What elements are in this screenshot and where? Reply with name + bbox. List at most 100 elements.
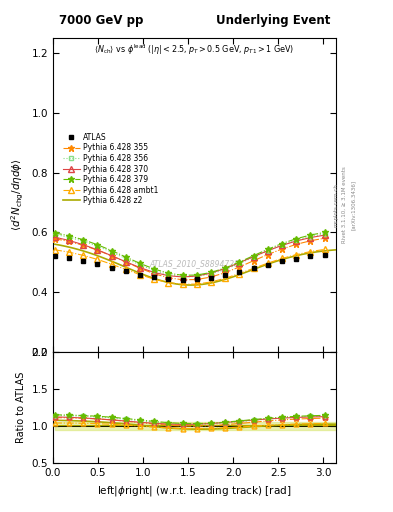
Pythia 6.428 356	[152, 267, 157, 273]
Pythia 6.428 370	[294, 238, 299, 244]
Pythia 6.428 355	[209, 274, 213, 280]
Pythia 6.428 379	[322, 229, 327, 236]
Pythia 6.428 ambt1	[180, 281, 185, 287]
Pythia 6.428 370	[180, 274, 185, 280]
ATLAS	[138, 271, 142, 278]
Pythia 6.428 ambt1	[280, 255, 285, 262]
Line: Pythia 6.428 z2: Pythia 6.428 z2	[55, 244, 336, 285]
Pythia 6.428 356	[280, 242, 285, 248]
Pythia 6.428 ambt1	[53, 247, 57, 253]
Pythia 6.428 ambt1	[95, 257, 100, 263]
Line: Pythia 6.428 370: Pythia 6.428 370	[52, 232, 327, 280]
Pythia 6.428 z2	[322, 248, 327, 254]
Pythia 6.428 356	[95, 243, 100, 249]
Line: Pythia 6.428 355: Pythia 6.428 355	[51, 234, 328, 283]
Pythia 6.428 355	[223, 269, 228, 275]
Pythia 6.428 z2	[334, 247, 338, 253]
Pythia 6.428 370	[95, 247, 100, 253]
Text: 7000 GeV pp: 7000 GeV pp	[59, 14, 143, 28]
Pythia 6.428 356	[53, 231, 57, 238]
ATLAS	[166, 276, 171, 282]
Pythia 6.428 356	[223, 266, 228, 272]
Pythia 6.428 355	[81, 242, 86, 248]
Pythia 6.428 370	[209, 270, 213, 276]
Text: $\langle N_{\rm ch}\rangle$ vs $\phi^{\rm lead}$ ($|\eta| < 2.5, p_T > 0.5$ GeV,: $\langle N_{\rm ch}\rangle$ vs $\phi^{\r…	[94, 43, 295, 57]
Pythia 6.428 ambt1	[195, 281, 199, 287]
Pythia 6.428 355	[294, 241, 299, 247]
Pythia 6.428 ambt1	[138, 271, 142, 278]
Pythia 6.428 355	[322, 235, 327, 241]
Pythia 6.428 356	[166, 272, 171, 278]
Pythia 6.428 379	[195, 272, 199, 278]
ATLAS	[67, 255, 72, 262]
Pythia 6.428 ambt1	[109, 261, 114, 267]
Pythia 6.428 355	[237, 264, 242, 270]
Pythia 6.428 ambt1	[308, 248, 313, 254]
Pythia 6.428 379	[53, 230, 57, 236]
Text: Underlying Event: Underlying Event	[216, 14, 331, 28]
Pythia 6.428 379	[95, 242, 100, 248]
Pythia 6.428 355	[166, 274, 171, 281]
Line: Pythia 6.428 ambt1: Pythia 6.428 ambt1	[52, 247, 327, 287]
Pythia 6.428 370	[308, 234, 313, 241]
Pythia 6.428 355	[195, 276, 199, 283]
Pythia 6.428 355	[138, 265, 142, 271]
Pythia 6.428 ambt1	[67, 249, 72, 255]
Pythia 6.428 370	[280, 242, 285, 248]
Pythia 6.428 ambt1	[209, 279, 213, 285]
Pythia 6.428 z2	[53, 241, 57, 247]
Pythia 6.428 370	[223, 265, 228, 271]
Pythia 6.428 370	[67, 238, 72, 244]
Pythia 6.428 379	[280, 241, 285, 247]
Legend: ATLAS, Pythia 6.428 355, Pythia 6.428 356, Pythia 6.428 370, Pythia 6.428 379, P: ATLAS, Pythia 6.428 355, Pythia 6.428 35…	[60, 130, 162, 208]
Pythia 6.428 ambt1	[123, 266, 128, 272]
Pythia 6.428 356	[209, 271, 213, 277]
Pythia 6.428 370	[237, 260, 242, 266]
ATLAS	[294, 255, 299, 262]
Pythia 6.428 ambt1	[81, 252, 86, 259]
ATLAS	[195, 276, 199, 283]
Pythia 6.428 ambt1	[294, 251, 299, 258]
Pythia 6.428 355	[53, 236, 57, 242]
Pythia 6.428 355	[67, 239, 72, 245]
Pythia 6.428 379	[138, 261, 142, 267]
Pythia 6.428 379	[109, 247, 114, 253]
Pythia 6.428 379	[180, 272, 185, 279]
Pythia 6.428 356	[237, 261, 242, 267]
ATLAS	[109, 265, 114, 271]
Pythia 6.428 355	[180, 276, 185, 283]
Pythia 6.428 370	[251, 253, 256, 260]
ATLAS	[280, 259, 285, 265]
Pythia 6.428 356	[251, 254, 256, 260]
Pythia 6.428 370	[195, 273, 199, 279]
ATLAS	[53, 253, 57, 259]
ATLAS	[95, 261, 100, 267]
Y-axis label: Ratio to ATLAS: Ratio to ATLAS	[16, 372, 26, 443]
Pythia 6.428 355	[266, 251, 270, 258]
Pythia 6.428 ambt1	[237, 270, 242, 276]
Pythia 6.428 355	[280, 246, 285, 252]
Line: ATLAS: ATLAS	[52, 252, 327, 283]
Pythia 6.428 355	[95, 247, 100, 253]
Pythia 6.428 379	[152, 266, 157, 272]
Pythia 6.428 370	[81, 242, 86, 248]
Pythia 6.428 356	[195, 273, 199, 280]
Pythia 6.428 370	[123, 259, 128, 265]
Pythia 6.428 370	[53, 234, 57, 240]
Pythia 6.428 370	[152, 269, 157, 275]
ATLAS	[81, 258, 86, 264]
Pythia 6.428 z2	[189, 282, 193, 288]
Pythia 6.428 355	[308, 238, 313, 244]
Pythia 6.428 z2	[200, 281, 205, 287]
Line: Pythia 6.428 379: Pythia 6.428 379	[51, 229, 328, 279]
Pythia 6.428 379	[209, 269, 213, 275]
Line: Pythia 6.428 356: Pythia 6.428 356	[52, 231, 327, 279]
Text: mcplots.cern.ch: mcplots.cern.ch	[334, 183, 338, 227]
Pythia 6.428 355	[152, 271, 157, 277]
Pythia 6.428 356	[109, 249, 114, 255]
Pythia 6.428 ambt1	[223, 275, 228, 281]
Pythia 6.428 356	[308, 233, 313, 240]
ATLAS	[266, 262, 270, 268]
ATLAS	[237, 269, 242, 275]
Pythia 6.428 379	[123, 254, 128, 260]
